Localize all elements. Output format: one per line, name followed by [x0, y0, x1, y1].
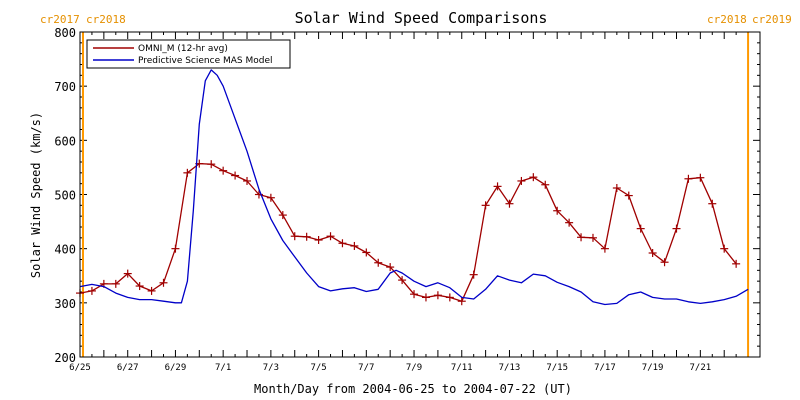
legend-label-mas: Predictive Science MAS Model	[138, 56, 273, 66]
data-point-plus	[159, 278, 168, 287]
x-tick-label: 6/29	[165, 363, 187, 373]
rotation-label-left-1: cr2017	[40, 13, 80, 26]
data-point-plus	[493, 182, 502, 191]
data-point-plus	[386, 263, 395, 272]
x-axis-label: Month/Day from 2004-06-25 to 2004-07-22 …	[254, 382, 572, 396]
data-point-plus	[266, 193, 275, 202]
data-point-plus	[636, 224, 645, 233]
data-point-plus	[243, 176, 252, 185]
x-tick-label: 7/11	[451, 363, 473, 373]
data-point-plus	[135, 282, 144, 291]
y-tick-label: 800	[54, 26, 76, 40]
data-point-plus	[529, 173, 538, 182]
data-point-plus	[183, 168, 192, 177]
y-tick-label: 400	[54, 243, 76, 257]
x-tick-label: 7/19	[642, 363, 664, 373]
x-tick-label: 7/5	[310, 363, 326, 373]
plot-frame	[79, 31, 761, 358]
data-point-plus	[410, 290, 419, 299]
x-tick-label: 6/27	[117, 363, 139, 373]
data-point-plus	[302, 232, 311, 241]
x-tick-label: 7/15	[546, 363, 568, 373]
data-point-plus	[398, 276, 407, 285]
y-tick-label: 600	[54, 134, 76, 148]
data-point-plus	[469, 270, 478, 279]
x-tick-label: 7/13	[499, 363, 521, 373]
data-point-plus	[505, 199, 514, 208]
data-point-plus	[588, 233, 597, 242]
x-tick-label: 7/3	[263, 363, 279, 373]
data-point-plus	[624, 191, 633, 200]
data-point-plus	[338, 239, 347, 248]
data-point-plus	[207, 160, 216, 169]
rotation-label-left-2: cr2018	[86, 13, 126, 26]
y-axis-label: Solar Wind Speed (km/s)	[29, 112, 43, 278]
data-point-plus	[517, 176, 526, 185]
x-tick-label: 7/21	[690, 363, 712, 373]
data-point-plus	[374, 258, 383, 267]
legend: OMNI_M (12-hr avg) Predictive Science MA…	[86, 39, 291, 69]
data-point-plus	[123, 269, 132, 278]
data-point-plus	[732, 259, 741, 268]
data-point-plus	[87, 286, 96, 295]
x-tick-label: 6/25	[69, 363, 91, 373]
data-point-plus	[111, 279, 120, 288]
data-point-plus	[362, 248, 371, 257]
data-point-plus	[672, 224, 681, 233]
legend-label-omni: OMNI_M (12-hr avg)	[138, 44, 228, 54]
data-point-plus	[696, 173, 705, 182]
data-point-plus	[350, 241, 359, 250]
data-point-plus	[720, 244, 729, 253]
data-point-plus	[648, 249, 657, 257]
rotation-label-right-1: cr2018	[707, 13, 747, 26]
data-point-plus	[660, 258, 669, 267]
data-point-plus	[171, 244, 180, 253]
series-line	[79, 162, 737, 302]
data-point-plus	[565, 218, 574, 227]
x-tick-label: 7/1	[215, 363, 231, 373]
data-point-plus	[219, 166, 228, 175]
data-point-plus	[433, 291, 442, 300]
y-tick-label: 300	[54, 297, 76, 311]
x-tick-label: 7/9	[406, 363, 422, 373]
data-point-plus	[445, 293, 454, 302]
data-point-plus	[612, 184, 621, 192]
data-point-plus	[708, 199, 717, 208]
data-point-plus	[326, 232, 335, 241]
data-point-plus	[457, 297, 466, 306]
data-point-plus	[147, 286, 156, 295]
chart-title: Solar Wind Speed Comparisons	[295, 9, 548, 27]
series-line	[79, 69, 749, 306]
rotation-label-right-2: cr2019	[752, 13, 792, 26]
x-tick-label: 7/7	[358, 363, 374, 373]
data-point-plus	[541, 180, 550, 189]
data-point-plus	[481, 201, 490, 210]
y-tick-label: 500	[54, 189, 76, 203]
data-point-plus	[684, 174, 693, 183]
data-point-plus	[290, 232, 299, 241]
data-point-plus	[231, 171, 240, 180]
legend-box	[86, 39, 291, 69]
data-point-plus	[600, 244, 609, 253]
data-point-plus	[314, 236, 323, 244]
data-point-plus	[421, 293, 430, 302]
y-tick-label: 200	[54, 351, 76, 365]
y-tick-label: 700	[54, 80, 76, 94]
data-point-plus	[553, 206, 562, 215]
data-point-plus	[278, 211, 287, 220]
data-point-plus	[577, 233, 586, 242]
x-tick-label: 7/17	[594, 363, 616, 373]
